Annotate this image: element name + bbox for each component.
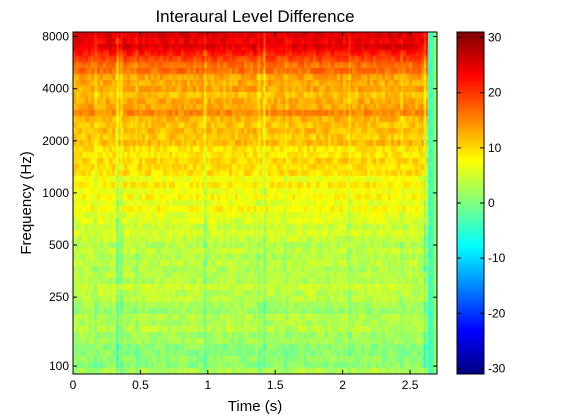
colorbar-tick-label: -10 [488, 251, 506, 265]
y-tick-label: 8000 [42, 30, 69, 44]
colorbar-gradient [457, 32, 484, 374]
colorbar: -30 -20 -10 0 10 20 30 [456, 31, 506, 375]
y-tick-label: 250 [49, 290, 69, 304]
x-tick-label: 2.5 [402, 378, 419, 392]
plot-frame [72, 31, 438, 375]
y-tick-label: 100 [49, 359, 69, 373]
colorbar-tick-label: 20 [488, 86, 502, 100]
colorbar-tick-label: -30 [488, 361, 506, 375]
x-axis-label: Time (s) [228, 398, 282, 415]
y-axis: 100 250 500 1000 2000 4000 8000 [42, 30, 437, 373]
chart-title: Interaural Level Difference [155, 7, 354, 26]
y-tick-label: 2000 [42, 134, 69, 148]
x-tick-label: 0.5 [132, 378, 149, 392]
y-tick-label: 500 [49, 238, 69, 252]
heatmap-plot-area [73, 32, 437, 374]
colorbar-tick-label: 30 [488, 31, 502, 45]
y-tick-label: 4000 [42, 82, 69, 96]
colorbar-tick-label: -20 [488, 306, 506, 320]
colorbar-axis: -30 -20 -10 0 10 20 30 [457, 31, 506, 375]
ild-heatmap-image [73, 32, 437, 374]
x-axis: 0 0.5 1 1.5 2 2.5 [70, 32, 419, 392]
y-axis-label: Frequency (Hz) [18, 151, 35, 254]
colorbar-tick-label: 10 [488, 141, 502, 155]
x-tick-label: 2 [339, 378, 346, 392]
x-tick-label: 1 [204, 378, 211, 392]
y-tick-label: 1000 [42, 186, 69, 200]
colorbar-tick-label: 0 [488, 196, 495, 210]
x-tick-label: 0 [70, 378, 77, 392]
x-tick-label: 1.5 [267, 378, 284, 392]
